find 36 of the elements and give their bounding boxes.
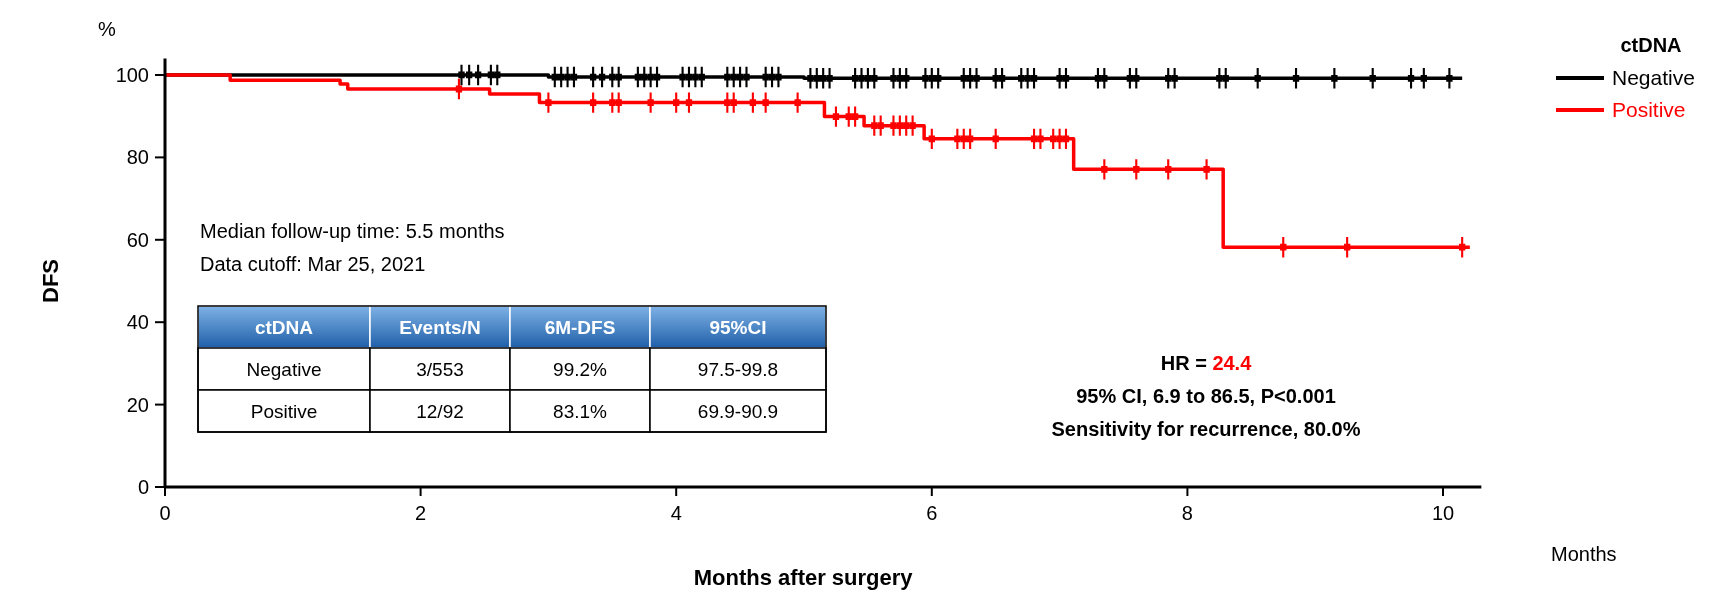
- y-tick-label: 80: [126, 146, 149, 169]
- text: Months: [1551, 543, 1617, 565]
- annotation: Positive: [250, 401, 318, 422]
- annotation: 83.1%: [553, 401, 608, 422]
- text: %: [98, 18, 116, 40]
- x-tick-label: 6: [926, 502, 938, 524]
- annotation: Median follow-up time: 5.5 months: [200, 220, 505, 242]
- annotation: 99.2%: [553, 359, 608, 380]
- annotation: ctDNA: [254, 317, 314, 338]
- annotation: Negative: [246, 359, 322, 380]
- annotation: 3/553: [416, 359, 464, 380]
- annotation: 6M-DFS: [544, 317, 616, 338]
- annotation: 95%CI: [709, 317, 767, 338]
- legend-title: ctDNA: [1620, 34, 1682, 56]
- annotation: Data cutoff: Mar 25, 2021: [200, 253, 426, 275]
- x-tick-label: 8: [1181, 502, 1193, 524]
- annotation: Events/N: [399, 317, 481, 338]
- x-tick-label: 0: [159, 502, 171, 524]
- annotation: 69.9-90.9: [697, 401, 779, 422]
- y-tick-label: 0: [137, 476, 149, 498]
- x-tick-label: 2: [415, 502, 427, 524]
- y-tick-label: 100: [115, 63, 149, 86]
- y-tick-label: 20: [126, 393, 149, 416]
- legend-label: Negative: [1612, 66, 1695, 89]
- y-tick-label: 60: [126, 228, 149, 251]
- legend-label: Positive: [1612, 98, 1686, 121]
- annotation: 12/92: [416, 401, 464, 422]
- x-tick-label: 10: [1431, 502, 1455, 524]
- annotation: 97.5-99.8: [697, 359, 779, 380]
- annotation: Sensitivity for recurrence, 80.0%: [1051, 418, 1361, 440]
- y-axis-title: DFS: [38, 258, 63, 303]
- annotation: HR = 24.4: [1160, 352, 1253, 374]
- y-tick-label: 40: [126, 311, 149, 334]
- x-axis-title: Months after surgery: [693, 565, 914, 590]
- annotation: 95% CI, 6.9 to 86.5, P<0.001: [1076, 385, 1336, 407]
- x-tick-label: 4: [670, 502, 682, 524]
